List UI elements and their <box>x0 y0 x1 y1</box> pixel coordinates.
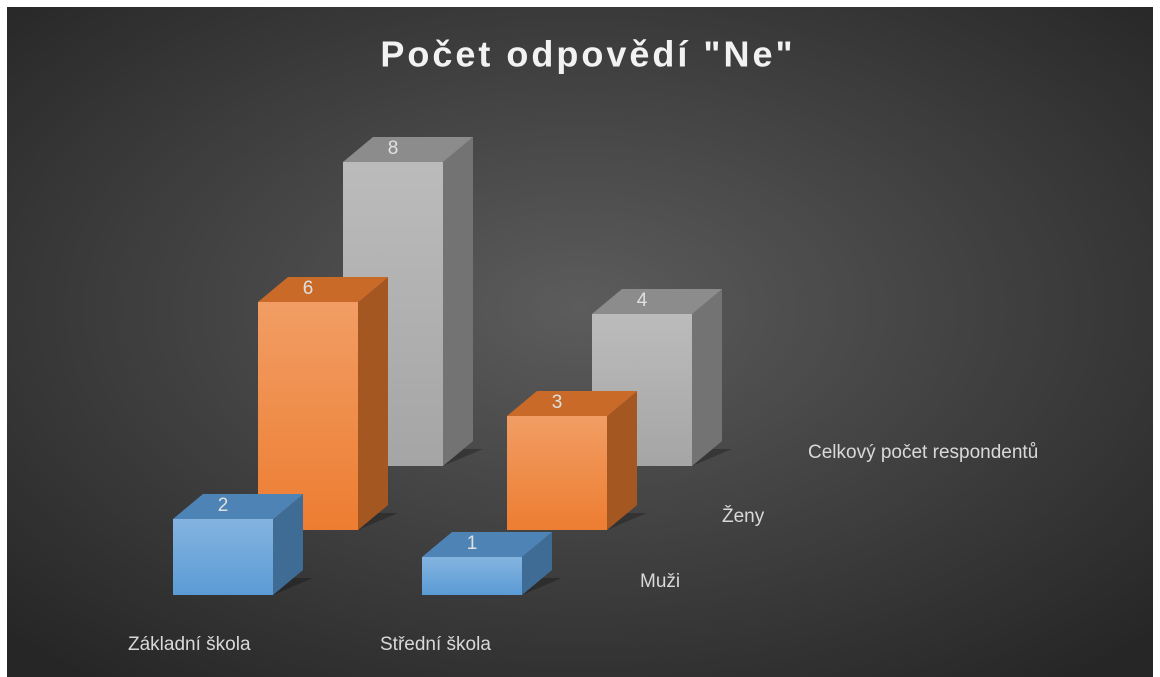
bar-side <box>607 391 637 530</box>
bar-side-shade <box>692 289 722 466</box>
bar-side <box>522 532 552 595</box>
bar-top <box>258 277 388 302</box>
bar <box>258 277 398 530</box>
bar <box>422 532 562 595</box>
bar-side-shade <box>358 277 388 530</box>
bar-top <box>343 137 473 162</box>
data-label: 4 <box>637 290 648 311</box>
bar-top-shade <box>422 532 552 557</box>
bar-top <box>592 289 722 314</box>
bar-side <box>692 289 722 466</box>
bar <box>343 137 483 466</box>
data-label: 3 <box>552 392 563 413</box>
bar-top-shade <box>173 494 303 519</box>
bar-side-shade <box>443 137 473 466</box>
bar-top-shade <box>258 277 388 302</box>
bar-front-shine <box>258 302 358 530</box>
x-tick-label: Střední škola <box>380 634 491 655</box>
data-label: 2 <box>218 495 229 516</box>
bar-front-shine <box>422 557 522 595</box>
series-label: Muži <box>640 571 680 592</box>
bar <box>173 494 313 595</box>
bar-side-shade <box>273 494 303 595</box>
bar-side <box>358 277 388 530</box>
bar-top-shade <box>592 289 722 314</box>
series-label: Ženy <box>722 505 765 527</box>
data-label: 1 <box>467 533 478 554</box>
bar-side <box>273 494 303 595</box>
bar-side-shade <box>607 391 637 530</box>
data-label: 6 <box>303 278 314 299</box>
x-tick-label: Základní škola <box>128 634 251 655</box>
bar-front-shine <box>173 519 273 595</box>
bar-top <box>422 532 552 557</box>
bar-front-shine <box>507 416 607 530</box>
bar-top-shade <box>343 137 473 162</box>
chart-title: Počet odpovědí "Ne" <box>380 34 795 75</box>
bar-side-shade <box>522 532 552 595</box>
bar-top-shade <box>507 391 637 416</box>
bar-top <box>173 494 303 519</box>
bar-top <box>507 391 637 416</box>
bar-side <box>443 137 473 466</box>
bar <box>507 391 647 530</box>
series-label: Celkový počet respondentů <box>808 442 1038 463</box>
data-label: 8 <box>388 138 399 159</box>
